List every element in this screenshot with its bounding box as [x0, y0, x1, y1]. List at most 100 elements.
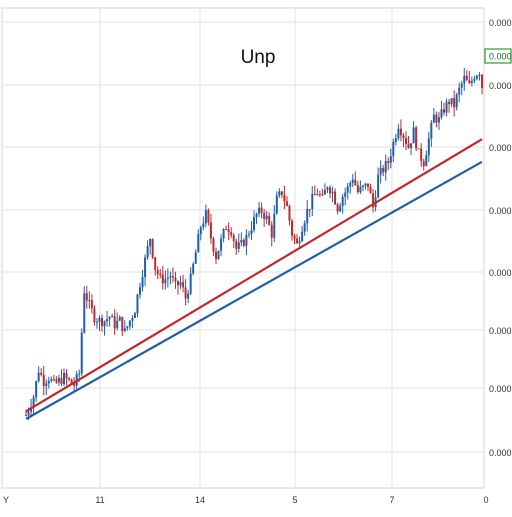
candle-body — [323, 190, 326, 195]
candle-body — [379, 167, 382, 175]
candle-body — [354, 179, 357, 185]
y-tick-label: 0.000 — [489, 268, 512, 278]
candle-body — [95, 321, 98, 323]
candle-body — [280, 191, 283, 195]
candle-body — [182, 282, 185, 288]
candle-body — [128, 320, 131, 327]
candle-body — [478, 74, 481, 76]
candle-body — [174, 277, 177, 282]
candle-body — [187, 293, 190, 299]
candle-body — [420, 148, 423, 162]
candle-body — [220, 238, 223, 251]
candle-body — [227, 229, 230, 233]
candle-body — [225, 229, 228, 231]
candle-body — [209, 222, 212, 239]
candle-body — [171, 276, 174, 278]
candle-body — [460, 83, 463, 88]
candle-body — [247, 234, 250, 236]
plot-frame — [1, 7, 485, 489]
candle-body — [42, 374, 45, 387]
candle-body — [222, 229, 225, 239]
candle-body — [25, 415, 27, 417]
candle-body — [154, 257, 157, 270]
y-tick-label: 0.000 — [489, 448, 512, 458]
candle-body — [199, 227, 202, 235]
x-tick-label: 14 — [195, 495, 205, 505]
candle-body — [103, 321, 106, 327]
candle-body — [108, 317, 111, 320]
candle-body — [273, 213, 276, 238]
candle-body — [384, 161, 387, 173]
x-tick-label: 5 — [292, 495, 297, 505]
candle-body — [121, 316, 124, 332]
chart-title: Unp — [241, 47, 276, 68]
candle-body — [448, 101, 451, 105]
candle-body — [356, 184, 359, 193]
candle-body — [37, 372, 40, 382]
candle-body — [326, 187, 329, 191]
candle-body — [255, 213, 258, 218]
candle-body — [285, 201, 288, 206]
candle-body — [101, 317, 103, 327]
grid — [1, 7, 485, 489]
candle-body — [422, 161, 425, 167]
candle-body — [139, 287, 141, 295]
candle-body — [453, 98, 456, 108]
candle-body — [52, 379, 55, 381]
y-tick-label: 0.000 — [489, 206, 512, 216]
candle-body — [316, 194, 319, 196]
candle-body — [321, 194, 324, 196]
candle-body — [207, 210, 210, 223]
candle-body — [93, 308, 96, 323]
candle-body — [141, 277, 144, 288]
candle-body — [111, 316, 114, 318]
candle-body — [40, 372, 43, 375]
candle-body — [275, 195, 278, 214]
candle-body — [430, 122, 433, 139]
candle-body — [458, 87, 461, 95]
candle-body — [427, 138, 430, 156]
candle-body — [283, 194, 286, 202]
candle-body — [334, 191, 337, 205]
candle-body — [443, 109, 445, 113]
candle-body — [351, 179, 354, 184]
candle-body — [410, 143, 413, 148]
candle-body — [55, 379, 58, 383]
candle-body — [318, 194, 321, 196]
candle-body — [463, 75, 466, 84]
candle-body — [166, 277, 169, 280]
candle-body — [263, 212, 266, 220]
candle-body — [473, 78, 476, 81]
candle-body — [179, 282, 182, 286]
candle-body — [232, 235, 235, 242]
candle-body — [169, 276, 172, 278]
candle-body — [60, 377, 63, 384]
candle-body — [341, 196, 344, 206]
candle-body — [63, 372, 65, 384]
y-tick-label: 0.000 — [489, 143, 512, 153]
candle-body — [235, 241, 238, 249]
candle-body — [194, 252, 197, 264]
candle-body — [126, 326, 129, 329]
candle-body — [149, 239, 152, 247]
candle-body — [98, 317, 101, 322]
candle-body — [397, 128, 400, 139]
candle-body — [116, 320, 119, 329]
candle-body — [131, 317, 134, 321]
candle-body — [177, 281, 179, 286]
candle-body — [344, 192, 347, 197]
candle-body — [331, 191, 334, 194]
trendline-upper — [25, 138, 483, 413]
candle-body — [468, 80, 471, 83]
candle-body — [311, 194, 314, 210]
y-tick-label: 0.000 — [489, 326, 512, 336]
candle-body — [329, 187, 331, 194]
candle-body — [83, 293, 86, 333]
candle-body — [412, 127, 415, 144]
candle-body — [425, 155, 428, 167]
last-price-tag — [484, 48, 512, 64]
candle-body — [73, 383, 76, 386]
candle-body — [303, 223, 306, 232]
candle-body — [402, 135, 405, 139]
